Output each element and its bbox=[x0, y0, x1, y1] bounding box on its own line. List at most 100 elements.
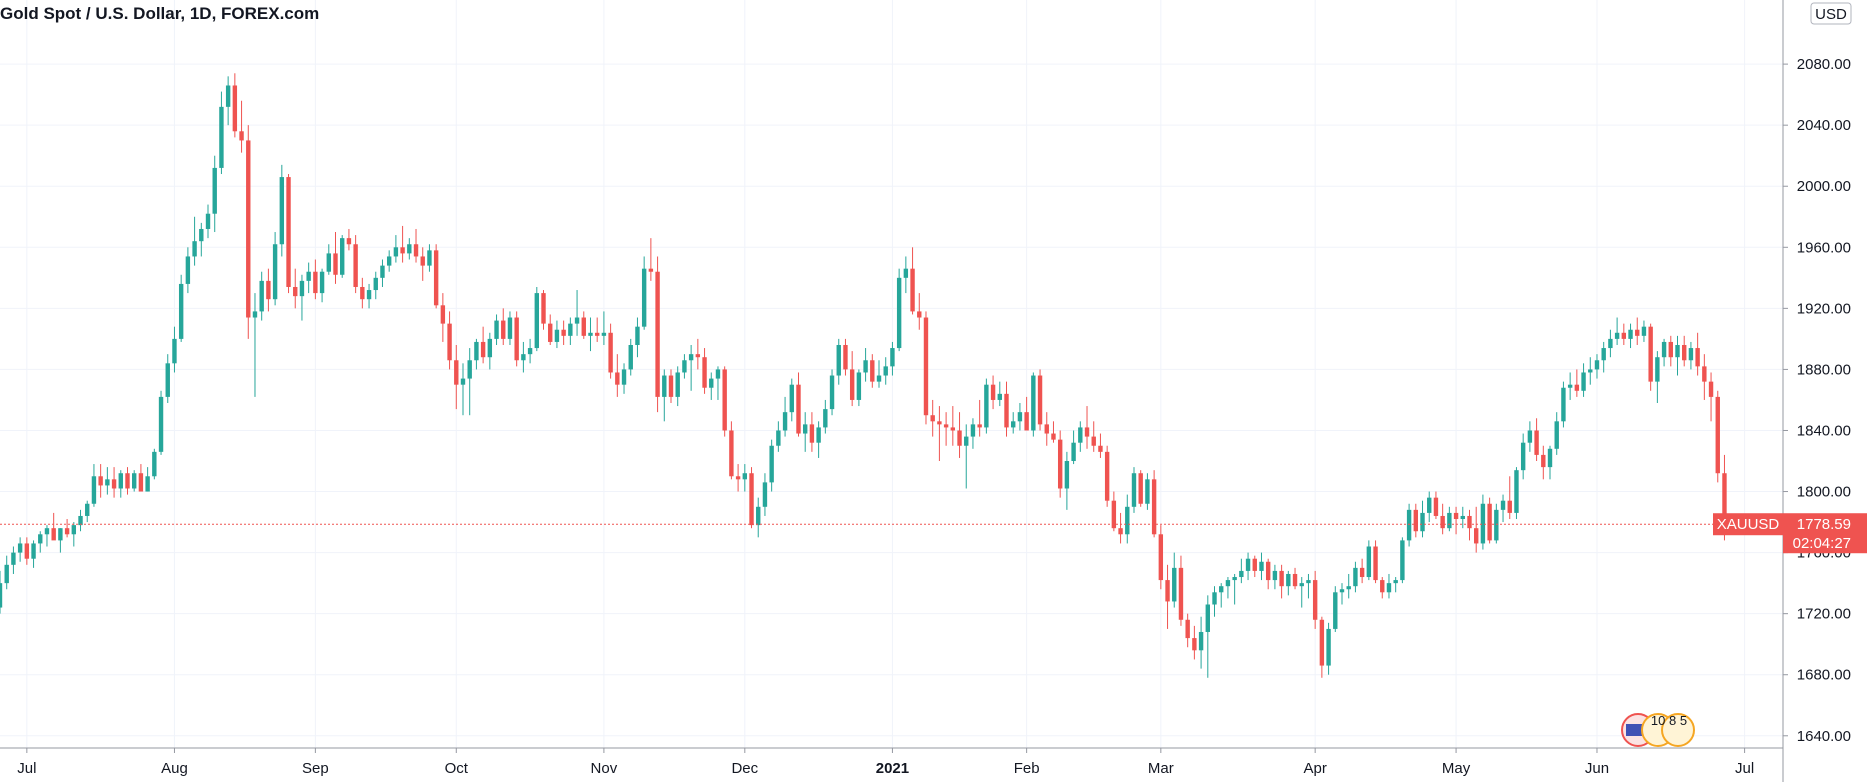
candle[interactable] bbox=[313, 259, 318, 300]
candle[interactable] bbox=[796, 372, 801, 437]
candle[interactable] bbox=[809, 412, 815, 452]
candle[interactable] bbox=[917, 293, 922, 330]
candle[interactable] bbox=[1198, 616, 1204, 669]
candle[interactable] bbox=[843, 338, 848, 376]
candle[interactable] bbox=[380, 259, 385, 287]
candle[interactable] bbox=[1004, 381, 1009, 437]
candle[interactable] bbox=[400, 225, 405, 263]
candle[interactable] bbox=[702, 348, 707, 394]
candle[interactable] bbox=[1581, 363, 1586, 397]
candle[interactable] bbox=[1541, 445, 1546, 480]
candle[interactable] bbox=[561, 320, 566, 345]
candle[interactable] bbox=[1078, 421, 1083, 452]
candle[interactable] bbox=[1259, 552, 1264, 581]
candle[interactable] bbox=[326, 244, 331, 275]
candle[interactable] bbox=[964, 424, 969, 489]
candle[interactable] bbox=[1306, 573, 1311, 599]
candle[interactable] bbox=[145, 467, 150, 492]
candle[interactable] bbox=[910, 247, 915, 315]
candle[interactable] bbox=[923, 311, 929, 425]
candle[interactable] bbox=[1359, 558, 1365, 584]
candle[interactable] bbox=[1648, 323, 1653, 391]
candle[interactable] bbox=[239, 100, 244, 153]
candle[interactable] bbox=[1474, 506, 1479, 553]
candle[interactable] bbox=[1641, 320, 1647, 342]
candle[interactable] bbox=[977, 399, 982, 437]
candle[interactable] bbox=[1219, 583, 1224, 608]
candle[interactable] bbox=[903, 256, 909, 294]
candle[interactable] bbox=[1044, 412, 1049, 446]
candle[interactable] bbox=[782, 396, 788, 437]
candle[interactable] bbox=[1138, 470, 1143, 507]
candle[interactable] bbox=[1265, 558, 1271, 590]
candle[interactable] bbox=[621, 363, 627, 394]
candle[interactable] bbox=[870, 354, 875, 388]
candle[interactable] bbox=[366, 283, 372, 309]
candle[interactable] bbox=[346, 228, 352, 251]
candle[interactable] bbox=[588, 317, 593, 352]
candle[interactable] bbox=[984, 378, 989, 434]
candle[interactable] bbox=[460, 363, 466, 416]
candle[interactable] bbox=[1353, 561, 1358, 593]
candle[interactable] bbox=[1514, 467, 1519, 520]
candle[interactable] bbox=[386, 250, 392, 272]
candle[interactable] bbox=[1621, 323, 1627, 345]
candle[interactable] bbox=[1386, 573, 1392, 599]
candle[interactable] bbox=[225, 76, 231, 126]
candle[interactable] bbox=[722, 366, 727, 437]
candle[interactable] bbox=[24, 537, 30, 565]
candle[interactable] bbox=[279, 164, 285, 257]
candle[interactable] bbox=[1225, 577, 1231, 599]
candle[interactable] bbox=[78, 509, 83, 532]
candle[interactable] bbox=[776, 421, 781, 452]
candle[interactable] bbox=[266, 268, 271, 312]
candle[interactable] bbox=[1601, 341, 1606, 373]
price-axis[interactable]: 1640.001680.001720.001760.001800.001840.… bbox=[1783, 56, 1851, 745]
candle[interactable] bbox=[1380, 577, 1385, 599]
candle[interactable] bbox=[4, 555, 9, 590]
candle[interactable] bbox=[118, 470, 123, 498]
candle[interactable] bbox=[1245, 552, 1251, 581]
candle[interactable] bbox=[17, 537, 23, 562]
candle[interactable] bbox=[1239, 558, 1244, 584]
candle[interactable] bbox=[1011, 412, 1016, 434]
candle[interactable] bbox=[71, 522, 77, 547]
candle[interactable] bbox=[803, 412, 808, 452]
candle[interactable] bbox=[152, 448, 157, 480]
candle[interactable] bbox=[1252, 555, 1257, 578]
candle[interactable] bbox=[420, 247, 425, 281]
candle[interactable] bbox=[1292, 567, 1298, 590]
candle[interactable] bbox=[997, 381, 1002, 407]
candle[interactable] bbox=[293, 268, 298, 309]
candle[interactable] bbox=[1675, 335, 1680, 376]
candle[interactable] bbox=[568, 317, 573, 345]
candle[interactable] bbox=[1104, 445, 1110, 507]
candle[interactable] bbox=[433, 244, 439, 309]
candle[interactable] bbox=[863, 348, 868, 382]
candle[interactable] bbox=[594, 317, 600, 342]
candle[interactable] bbox=[494, 314, 499, 345]
candle[interactable] bbox=[1084, 406, 1090, 449]
candle[interactable] bbox=[1453, 506, 1459, 535]
candle[interactable] bbox=[1098, 433, 1103, 458]
candle[interactable] bbox=[682, 354, 687, 379]
candle[interactable] bbox=[192, 216, 197, 266]
candle[interactable] bbox=[1339, 583, 1345, 605]
candle[interactable] bbox=[668, 369, 674, 404]
candle[interactable] bbox=[1212, 586, 1217, 617]
candle[interactable] bbox=[1440, 503, 1445, 535]
candle[interactable] bbox=[829, 369, 835, 416]
candle[interactable] bbox=[1480, 494, 1486, 550]
candle[interactable] bbox=[715, 366, 721, 400]
candle[interactable] bbox=[1172, 552, 1177, 608]
candle[interactable] bbox=[427, 244, 432, 272]
candle[interactable] bbox=[756, 497, 761, 538]
candle[interactable] bbox=[272, 232, 278, 306]
candle[interactable] bbox=[1655, 351, 1660, 404]
candle[interactable] bbox=[762, 473, 768, 516]
candle[interactable] bbox=[541, 290, 546, 330]
time-axis[interactable]: Jul Aug Sep Oct Nov Dec 2021 Feb Mar Apr May Jun Jul bbox=[17, 748, 1754, 777]
candle[interactable] bbox=[172, 326, 177, 373]
candle[interactable] bbox=[1427, 491, 1432, 523]
candle[interactable] bbox=[1373, 540, 1378, 584]
